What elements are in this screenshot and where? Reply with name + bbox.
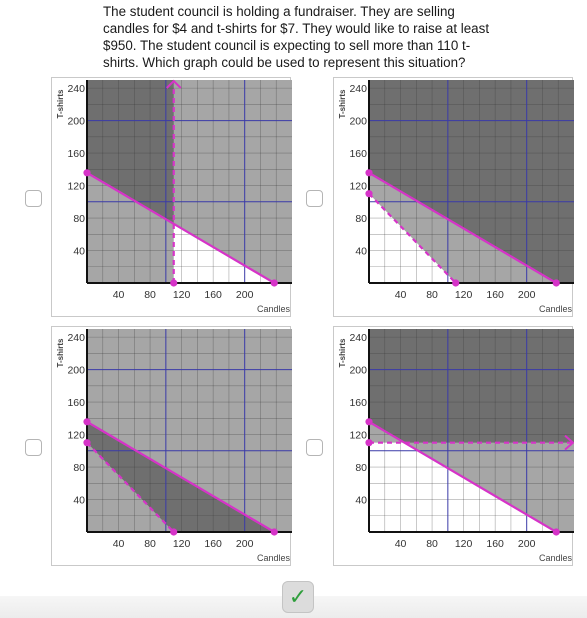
y-axis-label: T-shirts (56, 338, 65, 367)
solid-boundary-line (87, 171, 275, 283)
line-endpoint (170, 279, 178, 287)
plot-area (369, 329, 574, 532)
y-tick-label: 160 (349, 397, 367, 409)
line-endpoint (83, 169, 91, 177)
x-axis-label: Candles (539, 553, 573, 563)
x-tick-label: 200 (518, 289, 536, 301)
x-tick-label: 40 (113, 538, 125, 550)
x-tick-label: 80 (144, 289, 156, 301)
y-tick-label: 200 (67, 365, 85, 377)
x-tick-label: 200 (518, 538, 536, 550)
option-2-graph: 240 200 160 120 80 40 40 80 120 160 200 T-shirts Can… (333, 77, 574, 317)
y-tick-label: 80 (355, 213, 367, 225)
line-endpoint (170, 528, 178, 536)
y-tick-label: 80 (73, 462, 85, 474)
arrow-up-icon (166, 79, 182, 89)
option-2-checkbox[interactable] (306, 190, 323, 207)
shade-white (369, 193, 456, 283)
shade-white (369, 442, 557, 532)
y-tick-label: 240 (67, 332, 85, 344)
x-axis-label: Candles (257, 304, 291, 314)
x-tick-label: 80 (144, 538, 156, 550)
check-answer-button[interactable]: ✓ (282, 581, 314, 613)
plot-area (87, 80, 292, 283)
y-tick-label: 160 (349, 148, 367, 160)
question-text: The student council is holding a fundrai… (103, 4, 490, 70)
option-4-checkbox[interactable] (306, 439, 323, 456)
x-tick-label: 200 (236, 289, 254, 301)
x-tick-label: 40 (395, 289, 407, 301)
shade-dark (87, 80, 174, 224)
line-endpoint (552, 279, 560, 287)
y-tick-label: 80 (355, 462, 367, 474)
y-tick-label: 80 (73, 213, 85, 225)
checkmark-icon: ✓ (288, 584, 308, 609)
plot-area (87, 329, 292, 532)
dashed-boundary-line (87, 441, 175, 532)
line-endpoint (83, 418, 91, 426)
y-tick-label: 40 (355, 495, 367, 507)
y-tick-label: 240 (67, 83, 85, 95)
line-endpoint (83, 439, 91, 447)
x-tick-label: 40 (113, 289, 125, 301)
solid-boundary-line (369, 420, 557, 532)
y-tick-label: 240 (349, 83, 367, 95)
line-endpoint (270, 279, 278, 287)
y-tick-label: 200 (349, 365, 367, 377)
arrow-right-icon (564, 434, 574, 451)
x-tick-label: 200 (236, 538, 254, 550)
line-endpoint (365, 418, 373, 426)
y-tick-label: 200 (349, 116, 367, 128)
line-endpoint (452, 279, 460, 287)
y-tick-label: 40 (355, 246, 367, 258)
x-tick-label: 80 (426, 289, 438, 301)
option-4-graph: 240 200 160 120 80 40 40 80 120 160 200 T-shirts Can… (333, 326, 574, 566)
y-tick-label: 40 (73, 246, 85, 258)
y-axis-label: T-shirts (338, 89, 347, 118)
y-tick-label: 240 (349, 332, 367, 344)
y-tick-label: 40 (73, 495, 85, 507)
x-tick-label: 160 (486, 289, 504, 301)
shade-dark (369, 329, 574, 443)
dashed-boundary-line (369, 192, 457, 283)
y-axis-label: T-shirts (338, 338, 347, 367)
plot-area (369, 80, 574, 283)
option-1-checkbox[interactable] (25, 190, 42, 207)
x-axis-label: Candles (257, 553, 291, 563)
line-endpoint (365, 439, 373, 447)
solid-boundary-line (369, 171, 557, 283)
x-tick-label: 40 (395, 538, 407, 550)
y-tick-label: 160 (67, 148, 85, 160)
x-tick-label: 120 (173, 538, 191, 550)
y-tick-label: 200 (67, 116, 85, 128)
y-tick-label: 120 (349, 181, 367, 193)
y-tick-label: 160 (67, 397, 85, 409)
y-tick-label: 120 (67, 430, 85, 442)
line-endpoint (365, 169, 373, 177)
option-3-checkbox[interactable] (25, 439, 42, 456)
line-endpoint (552, 528, 560, 536)
option-3-graph: 240 200 160 120 80 40 40 80 120 160 200 T-shirts Can… (51, 326, 292, 566)
x-tick-label: 120 (455, 538, 473, 550)
y-tick-label: 120 (349, 430, 367, 442)
x-tick-label: 120 (455, 289, 473, 301)
solid-boundary-line (87, 420, 275, 532)
x-tick-label: 120 (173, 289, 191, 301)
x-tick-label: 160 (486, 538, 504, 550)
x-axis-label: Candles (539, 304, 573, 314)
y-tick-label: 120 (67, 181, 85, 193)
line-endpoint (270, 528, 278, 536)
x-tick-label: 160 (204, 289, 222, 301)
line-endpoint (365, 190, 373, 198)
option-1-graph: 240 200 160 120 80 40 40 80 120 160 200 T-shirts Can… (51, 77, 292, 317)
y-axis-label: T-shirts (56, 89, 65, 118)
x-tick-label: 160 (204, 538, 222, 550)
x-tick-label: 80 (426, 538, 438, 550)
